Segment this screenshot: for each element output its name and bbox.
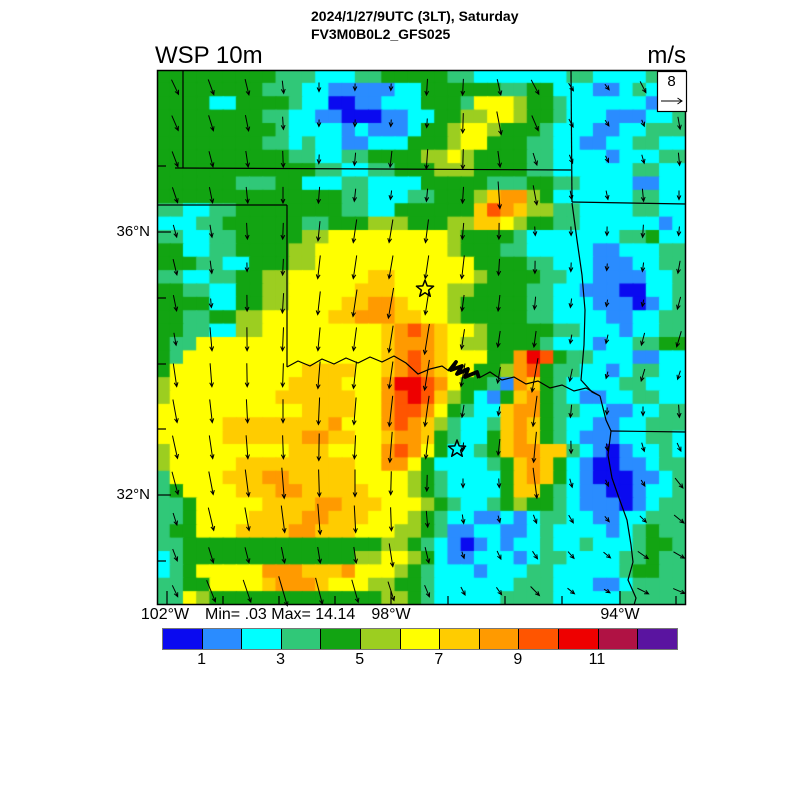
lat-axis-label: 32°N: [116, 486, 150, 503]
lon-axis-label: 98°W: [371, 606, 411, 623]
state-border: [610, 430, 687, 433]
colorbar-segment: [241, 629, 281, 649]
star-marker: [447, 439, 467, 458]
colorbar: [162, 628, 678, 650]
star-marker: [415, 279, 435, 298]
colorbar-segment: [399, 629, 440, 649]
river-border: [286, 355, 450, 375]
reference-arrow: [661, 97, 683, 105]
colorbar-segment: [597, 629, 638, 649]
reference-vector-value: 8: [667, 73, 676, 90]
title-model-line: FV3M0B0L2_GFS025: [311, 26, 451, 42]
colorbar-segment: [637, 629, 677, 649]
state-border: [571, 201, 687, 205]
lat-axis-label: 36°N: [116, 223, 150, 240]
colorbar-segment: [478, 629, 519, 649]
state-border: [570, 69, 573, 203]
colorbar-segment: [201, 629, 242, 649]
colorbar-segment: [360, 629, 400, 649]
variable-label: WSP 10m: [155, 42, 263, 69]
river-border: [478, 371, 601, 397]
colorbar-segment: [320, 629, 361, 649]
map-frame: [156, 69, 687, 606]
title-block: 2024/1/27/9UTC (3LT), Saturday FV3M0B0L2…: [311, 7, 518, 43]
title-date-line: 2024/1/27/9UTC (3LT), Saturday: [311, 8, 519, 24]
colorbar-tick-label: 1: [197, 651, 206, 668]
colorbar-tick-label: 11: [588, 651, 606, 668]
reference-vector-box: [656, 70, 688, 113]
colorbar-tick-label: 3: [276, 651, 286, 668]
colorbar-tick-label: 7: [434, 651, 444, 668]
wind-speed-map-canvas: [157, 70, 686, 605]
colorbar-tick-label: 9: [513, 651, 523, 668]
colorbar-segment: [163, 629, 202, 649]
units-label: m/s: [647, 42, 686, 69]
colorbar-segment: [518, 629, 559, 649]
colorbar-segment: [280, 629, 321, 649]
lon-axis-label: 102°W: [140, 606, 190, 623]
colorbar-segment: [439, 629, 479, 649]
lon-axis-label: 94°W: [600, 606, 640, 623]
wind-arrows: [171, 78, 686, 607]
colorbar-segment: [558, 629, 598, 649]
min-max-label: Min= .03 Max= 14.14: [205, 606, 356, 623]
state-border: [174, 167, 572, 171]
river-bold-segment: [447, 360, 481, 379]
state-border: [571, 202, 601, 397]
colorbar-tick-label: 5: [355, 651, 365, 668]
state-border: [599, 395, 637, 606]
